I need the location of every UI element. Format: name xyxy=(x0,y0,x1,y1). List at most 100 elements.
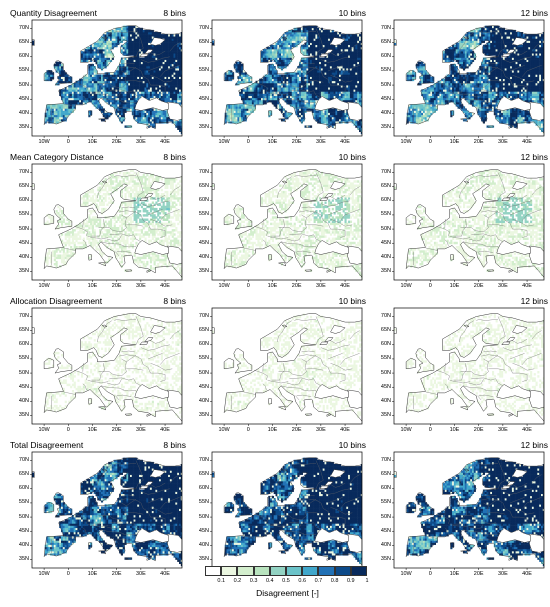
lon-label: 30E xyxy=(309,427,333,433)
country-border xyxy=(502,56,532,63)
country-border xyxy=(160,497,180,509)
country-border xyxy=(522,497,542,509)
country-border xyxy=(497,67,528,94)
inland-sea xyxy=(330,325,346,334)
country-border xyxy=(468,523,484,530)
lon-label: 10E xyxy=(260,139,284,145)
country-border xyxy=(531,186,542,196)
country-border xyxy=(295,395,300,401)
coastline xyxy=(53,60,73,86)
map-canvas xyxy=(392,163,545,282)
country-border xyxy=(114,463,137,465)
bins-label: 10 bins xyxy=(339,296,366,306)
country-border xyxy=(477,539,482,545)
lat-label: 60N xyxy=(375,197,391,203)
country-border xyxy=(150,194,166,200)
lon-label: 20E xyxy=(285,427,309,433)
country-border xyxy=(531,330,542,340)
lon-label: 10W xyxy=(32,571,56,577)
country-border xyxy=(476,463,499,465)
coastline xyxy=(223,213,235,226)
coastline xyxy=(486,413,495,416)
map-canvas xyxy=(210,451,363,570)
map-canvas xyxy=(30,19,183,138)
coastline xyxy=(508,413,513,417)
country-border xyxy=(119,498,137,501)
coastline xyxy=(463,180,470,184)
country-border xyxy=(150,338,166,344)
lon-label: 30E xyxy=(491,571,515,577)
lon-label: 0 xyxy=(236,427,260,433)
country-border xyxy=(330,482,346,488)
lon-label: 10E xyxy=(260,283,284,289)
lat-label: 45N xyxy=(375,384,391,390)
country-border xyxy=(63,391,77,395)
inland-sea xyxy=(330,37,346,46)
map-panel: 10 bins70N65N60N55N50N45N40N35N10W010E20… xyxy=(190,438,370,582)
country-border xyxy=(444,75,446,84)
country-border xyxy=(425,535,439,539)
country-border xyxy=(294,319,317,321)
country-border xyxy=(277,176,292,199)
country-border xyxy=(267,379,289,384)
country-border xyxy=(522,209,542,221)
country-border xyxy=(460,358,489,377)
coastline xyxy=(460,262,469,267)
coastline xyxy=(405,213,417,226)
lon-label: 10W xyxy=(394,571,418,577)
lat-label: 65N xyxy=(375,327,391,333)
country-border xyxy=(126,512,144,515)
coastline xyxy=(146,125,151,129)
lon-label: 10W xyxy=(212,427,236,433)
inland-sea xyxy=(496,240,531,255)
lat-label: 35N xyxy=(375,412,391,418)
country-border xyxy=(87,91,109,96)
inland-sea xyxy=(167,389,182,409)
country-border xyxy=(495,90,503,98)
country-border xyxy=(483,62,497,65)
lon-label: 0 xyxy=(418,571,442,577)
country-border xyxy=(436,82,450,92)
inland-sea xyxy=(314,96,349,111)
lon-label: 10W xyxy=(32,283,56,289)
lat-label: 50N xyxy=(193,226,209,232)
country-border xyxy=(135,28,144,57)
country-border xyxy=(481,210,499,213)
coastline xyxy=(43,501,55,514)
country-border xyxy=(135,460,144,489)
inland-sea xyxy=(150,325,166,334)
country-border xyxy=(444,507,446,516)
coastline xyxy=(281,180,288,184)
country-border xyxy=(495,234,503,242)
country-border xyxy=(114,175,137,177)
country-border xyxy=(91,219,105,237)
lat-label: 70N xyxy=(13,457,29,463)
inland-sea xyxy=(314,528,349,543)
coastline xyxy=(124,125,133,128)
coastline xyxy=(98,406,107,411)
country-border xyxy=(262,95,267,103)
inland-sea xyxy=(512,325,528,334)
country-border xyxy=(462,385,486,391)
inland-sea xyxy=(314,240,349,255)
coastline xyxy=(88,110,93,117)
coastline xyxy=(281,324,288,328)
country-border xyxy=(278,358,307,377)
inland-sea xyxy=(314,384,349,399)
country-border xyxy=(349,186,360,196)
lat-label: 55N xyxy=(193,67,209,73)
lat-label: 45N xyxy=(193,528,209,534)
country-border xyxy=(510,209,525,216)
country-border xyxy=(262,75,264,84)
lat-label: 70N xyxy=(375,25,391,31)
country-border xyxy=(471,233,496,237)
country-border xyxy=(349,474,360,484)
country-border xyxy=(453,363,467,381)
inland-sea xyxy=(323,481,334,487)
country-border xyxy=(522,65,542,77)
lon-label: 10W xyxy=(394,427,418,433)
lon-label: 10W xyxy=(394,139,418,145)
country-border xyxy=(243,535,257,539)
country-border xyxy=(148,497,163,504)
lon-label: 40E xyxy=(153,571,177,577)
